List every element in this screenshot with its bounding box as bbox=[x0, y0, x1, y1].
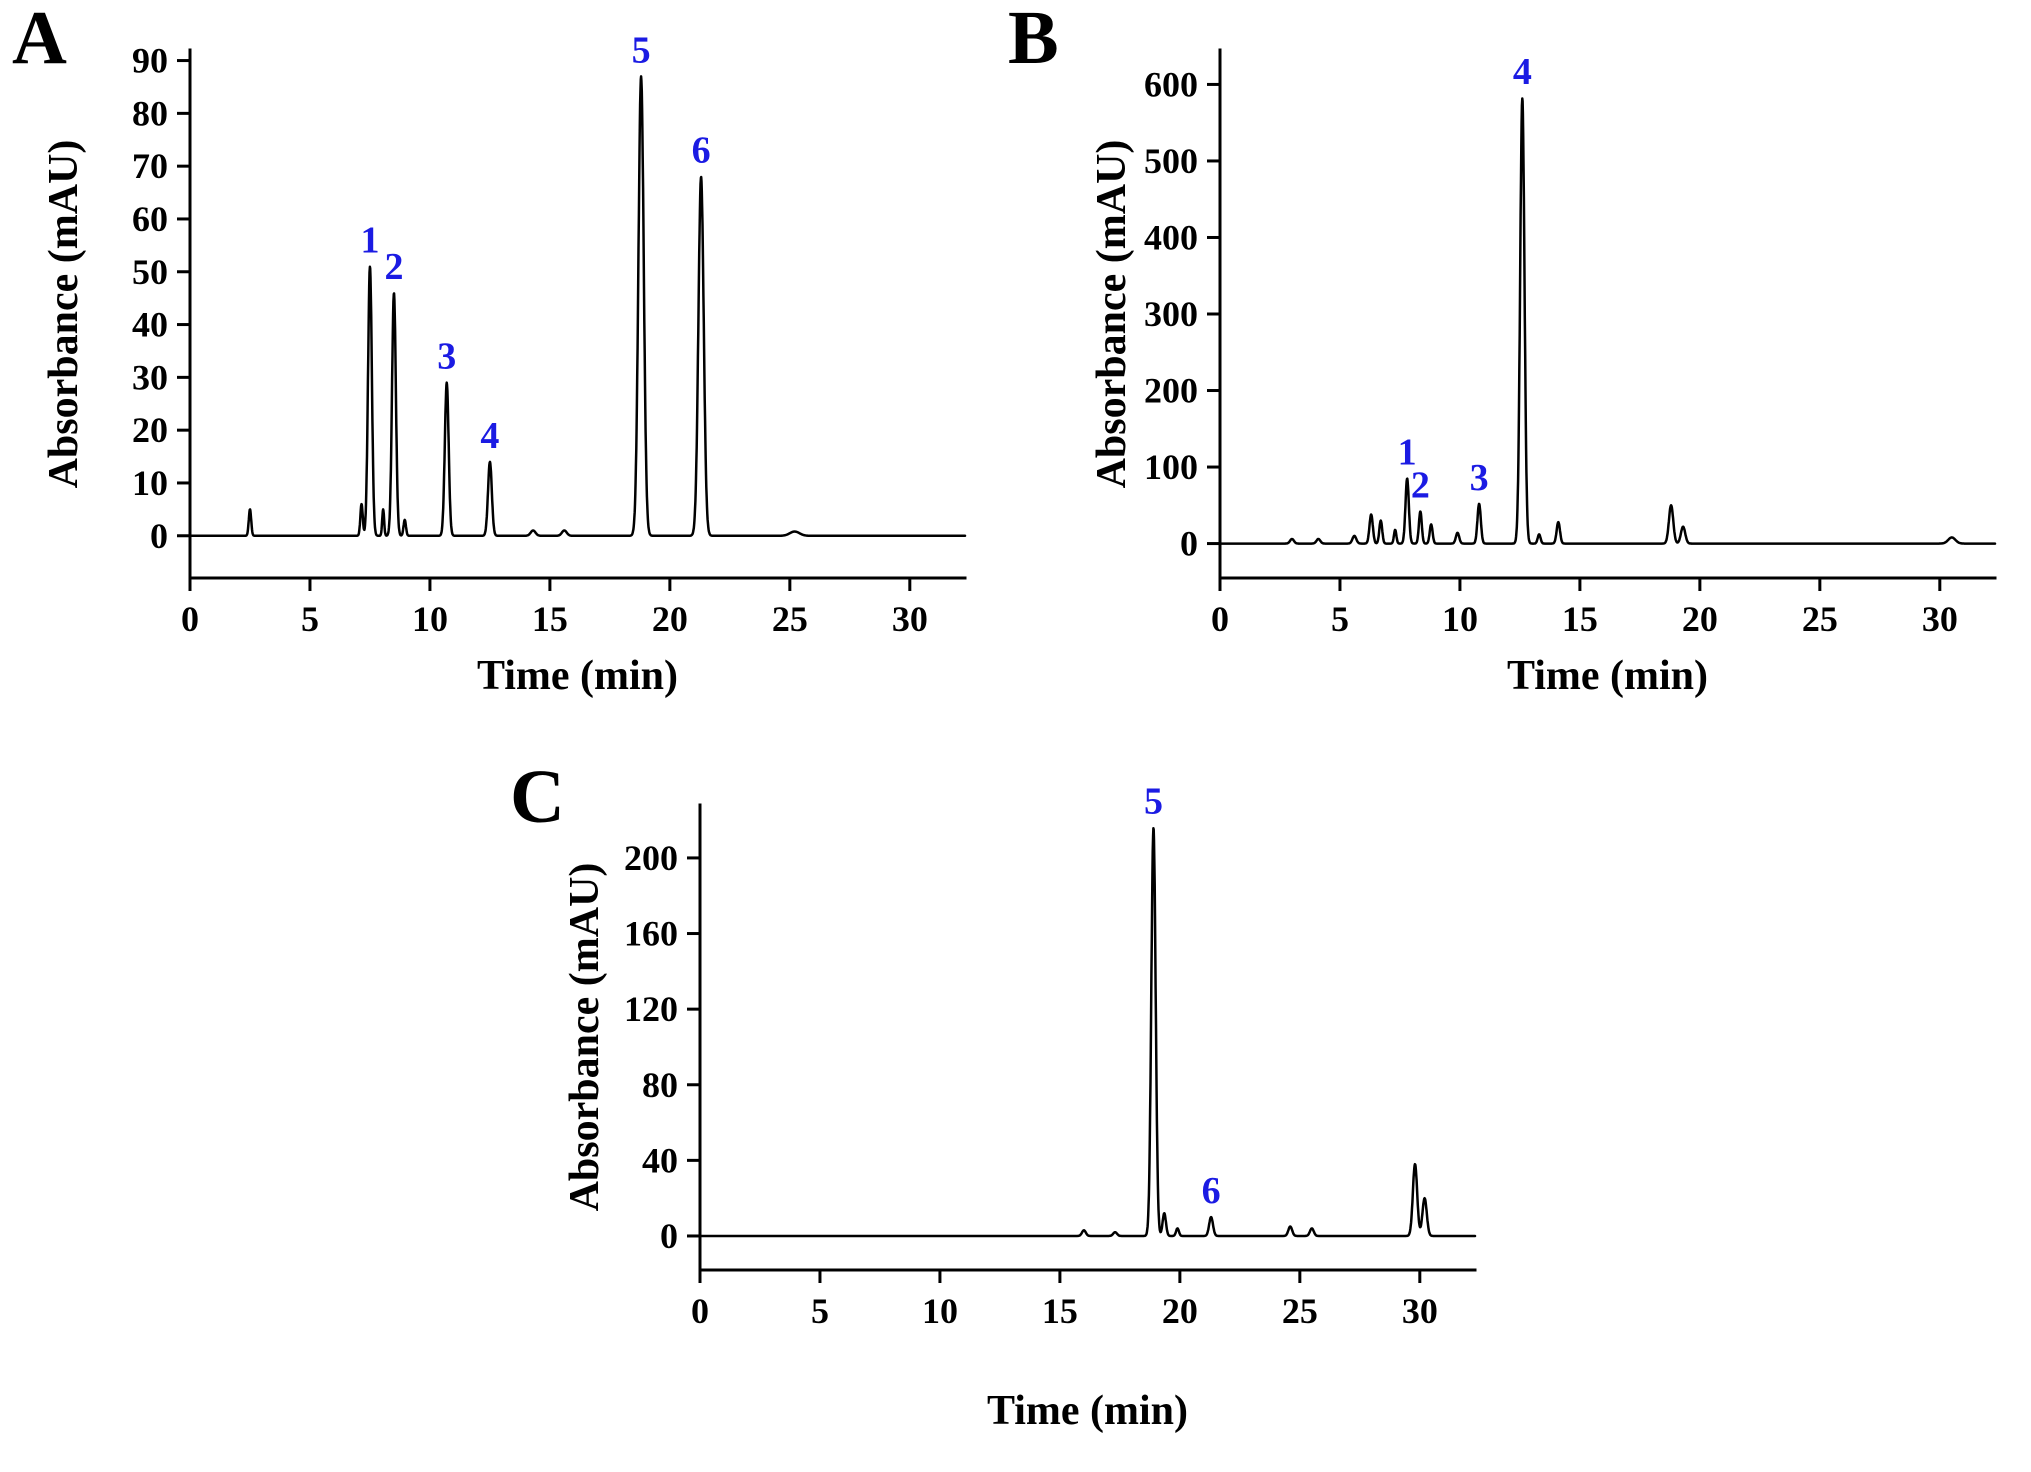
panel-b-y-axis-title: Absorbance (mAU) bbox=[1089, 139, 1135, 489]
y-tick-label-B-0: 0 bbox=[1180, 524, 1198, 564]
y-tick-label-A-0: 0 bbox=[150, 516, 168, 556]
panel-a-letter: A bbox=[12, 0, 67, 80]
x-tick-label-C-0: 0 bbox=[691, 1291, 709, 1331]
y-tick-label-C-0: 0 bbox=[660, 1216, 678, 1256]
y-tick-label-A-80: 80 bbox=[132, 93, 168, 133]
y-tick-label-B-300: 300 bbox=[1144, 294, 1198, 334]
x-tick-label-B-25: 25 bbox=[1802, 599, 1838, 639]
peak-label-B-2: 2 bbox=[1411, 464, 1430, 506]
panel-c: 0 40 80 120 160 200 0 5 10 15 20 25 30 5 6 C Absorbanc… bbox=[380, 755, 1530, 1472]
peak-label-B-1: 1 bbox=[1398, 432, 1417, 474]
peak-label-A-2: 2 bbox=[384, 246, 403, 288]
panel-a: 0 10 20 30 40 50 60 70 80 90 0 5 10 15 20 25 30 1 2 3 4 5 6 A … bbox=[0, 0, 1000, 745]
peak-label-A-4: 4 bbox=[480, 415, 499, 457]
y-tick-label-A-20: 20 bbox=[132, 410, 168, 450]
x-tick-label-C-25: 25 bbox=[1282, 1291, 1318, 1331]
y-tick-label-A-70: 70 bbox=[132, 146, 168, 186]
y-tick-label-A-40: 40 bbox=[132, 305, 168, 345]
y-tick-label-B-600: 600 bbox=[1144, 64, 1198, 104]
panel-c-y-axis-title: Absorbance (mAU) bbox=[562, 862, 608, 1212]
panel-b-letter: B bbox=[1008, 0, 1059, 80]
x-tick-label-B-20: 20 bbox=[1682, 599, 1718, 639]
y-tick-label-C-80: 80 bbox=[642, 1065, 678, 1105]
panel-c-plot: 0 40 80 120 160 200 0 5 10 15 20 25 30 5 6 bbox=[624, 781, 1477, 1331]
x-tick-label-C-15: 15 bbox=[1042, 1291, 1078, 1331]
y-tick-label-B-400: 400 bbox=[1144, 217, 1198, 257]
x-tick-label-B-30: 30 bbox=[1922, 599, 1958, 639]
y-tick-label-A-30: 30 bbox=[132, 357, 168, 397]
x-tick-label-A-5: 5 bbox=[301, 599, 319, 639]
x-tick-label-B-15: 15 bbox=[1562, 599, 1598, 639]
x-tick-label-B-0: 0 bbox=[1211, 599, 1229, 639]
panel-b-plot: 0 100 200 300 400 500 600 0 5 10 15 20 25 30 12 3 4 bbox=[1144, 48, 1997, 639]
x-tick-label-A-0: 0 bbox=[181, 599, 199, 639]
x-tick-label-A-15: 15 bbox=[532, 599, 568, 639]
y-tick-label-A-50: 50 bbox=[132, 252, 168, 292]
panel-b-x-axis-title: Time (min) bbox=[1506, 653, 1709, 699]
y-tick-label-B-200: 200 bbox=[1144, 371, 1198, 411]
trace-A bbox=[188, 75, 967, 538]
peak-label-A-1: 1 bbox=[360, 219, 379, 261]
x-tick-label-B-10: 10 bbox=[1442, 599, 1478, 639]
y-tick-label-C-200: 200 bbox=[624, 838, 678, 878]
y-tick-label-C-40: 40 bbox=[642, 1140, 678, 1180]
panel-b: 0 100 200 300 400 500 600 0 5 10 15 20 25 30 1 2 3 4 B Ab… bbox=[1000, 0, 2031, 745]
panel-a-y-axis-title: Absorbance (mAU) bbox=[41, 139, 87, 489]
peak-label-B-4: 4 bbox=[1513, 51, 1532, 93]
y-tick-label-C-120: 120 bbox=[624, 989, 678, 1029]
x-tick-label-A-30: 30 bbox=[892, 599, 928, 639]
trace-C bbox=[698, 826, 1477, 1238]
peak-label-C-6: 6 bbox=[1202, 1170, 1221, 1212]
y-tick-label-A-90: 90 bbox=[132, 41, 168, 81]
y-tick-label-B-100: 100 bbox=[1144, 447, 1198, 487]
panel-a-x-axis-title: Time (min) bbox=[476, 653, 679, 699]
panel-c-x-axis-title: Time (min) bbox=[986, 1388, 1189, 1434]
x-tick-label-B-5: 5 bbox=[1331, 599, 1349, 639]
y-tick-label-A-10: 10 bbox=[132, 463, 168, 503]
y-tick-label-B-500: 500 bbox=[1144, 141, 1198, 181]
peak-label-C-5: 5 bbox=[1144, 781, 1163, 823]
trace-B bbox=[1218, 97, 1997, 545]
peak-label-A-5: 5 bbox=[632, 29, 651, 71]
x-tick-label-C-20: 20 bbox=[1162, 1291, 1198, 1331]
y-tick-label-A-60: 60 bbox=[132, 199, 168, 239]
x-tick-label-C-5: 5 bbox=[811, 1291, 829, 1331]
x-tick-label-C-30: 30 bbox=[1402, 1291, 1438, 1331]
x-tick-label-C-10: 10 bbox=[922, 1291, 958, 1331]
panel-c-letter: C bbox=[510, 755, 565, 839]
x-tick-label-A-25: 25 bbox=[772, 599, 808, 639]
x-tick-label-A-10: 10 bbox=[412, 599, 448, 639]
peak-label-A-6: 6 bbox=[692, 130, 711, 172]
peak-label-B-3: 3 bbox=[1470, 457, 1489, 499]
peak-label-A-3: 3 bbox=[437, 336, 456, 378]
y-tick-label-C-160: 160 bbox=[624, 914, 678, 954]
x-tick-label-A-20: 20 bbox=[652, 599, 688, 639]
